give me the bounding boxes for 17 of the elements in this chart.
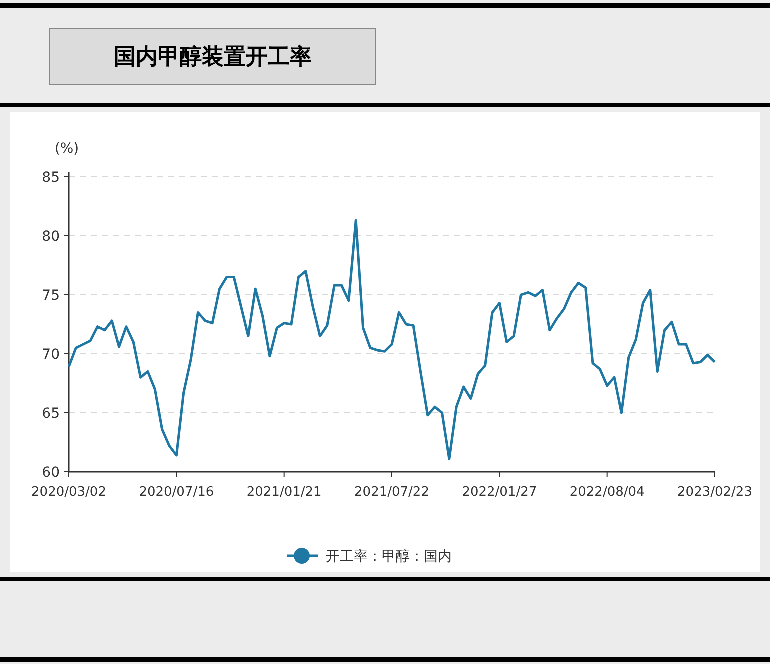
x-tick-label: 2020/03/02 [32, 485, 106, 500]
x-tick-label: 2023/02/23 [678, 485, 752, 500]
legend-label: 开工率：甲醇：国内 [326, 549, 452, 565]
x-tick-label: 2022/08/04 [570, 485, 645, 500]
x-tick-label: 2022/01/27 [462, 485, 538, 500]
y-axis-title: (%) [54, 141, 80, 157]
y-tick-label: 75 [42, 288, 60, 304]
y-tick-label: 80 [42, 229, 60, 245]
y-tick-label: 85 [42, 170, 60, 186]
y-tick-label: 60 [42, 465, 60, 481]
y-tick-label: 70 [42, 347, 60, 363]
x-tick-label: 2020/07/16 [139, 485, 214, 500]
line-series [68, 219, 716, 460]
y-tick-label: 65 [42, 406, 60, 422]
chart-title: 国内甲醇装置开工率 [114, 44, 312, 70]
x-tick-label: 2021/01/21 [246, 485, 322, 500]
x-tick-label: 2021/07/22 [354, 485, 430, 500]
